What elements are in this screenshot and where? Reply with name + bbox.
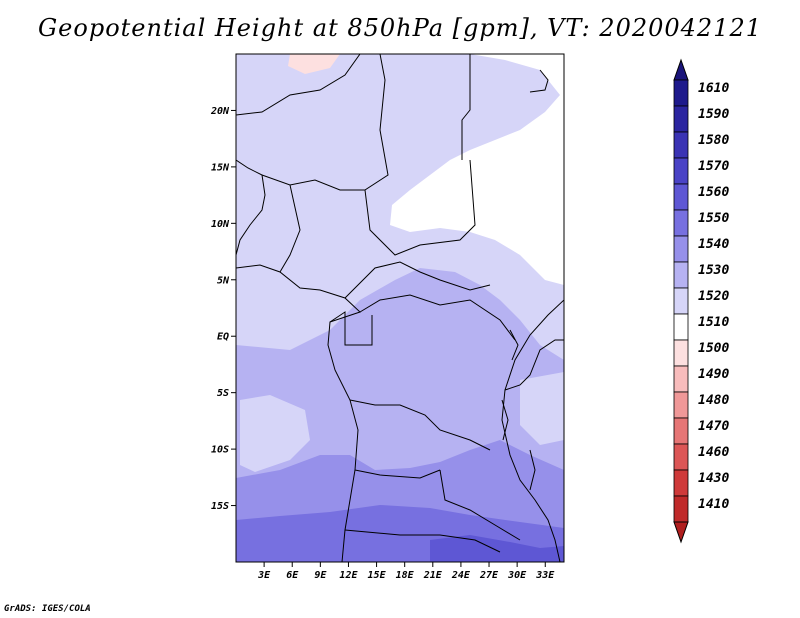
coastline-east-africa bbox=[501, 299, 564, 562]
contour-1520-east bbox=[520, 372, 564, 445]
colorbar-swatch bbox=[673, 235, 689, 263]
longitude-axis: 3E 6E 9E 12E 15E 18E 21E 24E 27E 30E 33E bbox=[257, 562, 555, 581]
colorbar-swatch bbox=[673, 443, 689, 471]
contour-1510-ne bbox=[390, 54, 564, 285]
contour-1560 bbox=[430, 535, 564, 562]
coastline-gulf-guinea bbox=[236, 264, 361, 562]
lon-tick-label: 27E bbox=[479, 570, 499, 581]
colorbar-swatch bbox=[673, 261, 689, 289]
lon-tick-label: 6E bbox=[286, 570, 299, 581]
colorbar-swatch bbox=[673, 183, 689, 211]
colorbar-label: 1490 bbox=[698, 367, 729, 382]
colorbar-swatch bbox=[673, 391, 689, 419]
colorbar-label: 1500 bbox=[698, 341, 729, 356]
border-lake-region bbox=[504, 339, 564, 391]
border-south bbox=[344, 529, 501, 553]
colorbar-label: 1410 bbox=[698, 497, 729, 512]
lat-tick-label: 5N bbox=[217, 275, 230, 286]
colorbar-swatch bbox=[673, 157, 689, 185]
colorbar-label: 1520 bbox=[698, 289, 729, 304]
border-north-1 bbox=[236, 54, 361, 116]
colorbar-label: 1430 bbox=[698, 471, 729, 486]
lat-tick-label: 10S bbox=[211, 445, 229, 456]
lon-tick-label: 33E bbox=[535, 570, 555, 581]
lat-tick-label: 10N bbox=[211, 219, 230, 230]
contour-fill bbox=[236, 54, 564, 562]
credit-text: GrADS: IGES/COLA bbox=[4, 604, 91, 614]
lat-tick-label: EQ bbox=[217, 332, 229, 343]
lake-tanganyika bbox=[501, 399, 509, 441]
plot-frame bbox=[235, 53, 565, 563]
border-drc-north bbox=[359, 294, 516, 341]
lake-malawi bbox=[529, 449, 536, 491]
border-zambia bbox=[439, 469, 521, 541]
border-angola-namibia bbox=[354, 469, 441, 479]
coastline-west-africa bbox=[236, 159, 266, 256]
colorbar-swatch bbox=[673, 313, 689, 341]
lon-tick-label: 9E bbox=[314, 570, 327, 581]
lat-tick-label: 5S bbox=[217, 388, 229, 399]
colorbar-swatch bbox=[673, 287, 689, 315]
colorbar-label: 1460 bbox=[698, 445, 729, 460]
border-car bbox=[344, 261, 491, 299]
lon-tick-label: 30E bbox=[507, 570, 527, 581]
lon-tick-label: 18E bbox=[396, 570, 415, 581]
lat-tick-label: 20N bbox=[210, 106, 230, 117]
colorbar-label: 1530 bbox=[698, 263, 729, 278]
lat-tick-label: 15N bbox=[211, 162, 230, 173]
border-sudan-libya bbox=[461, 54, 471, 160]
colorbar-swatch bbox=[673, 495, 689, 523]
colorbar-swatch bbox=[673, 209, 689, 237]
colorbar-label: 1470 bbox=[698, 419, 729, 434]
lon-tick-label: 12E bbox=[339, 570, 358, 581]
latitude-axis: 20N 15N 10N 5N EQ 5S 10S 15S bbox=[210, 106, 236, 512]
lat-tick-label: 15S bbox=[211, 501, 229, 512]
colorbar-label: 1510 bbox=[698, 315, 729, 330]
colorbar-swatch bbox=[673, 339, 689, 367]
lake-victoria bbox=[509, 329, 519, 361]
colorbar-swatch bbox=[673, 79, 689, 107]
colorbar-label: 1540 bbox=[698, 237, 729, 252]
colorbar-label: 1480 bbox=[698, 393, 729, 408]
lon-tick-label: 15E bbox=[368, 570, 387, 581]
colorbar-swatch bbox=[673, 131, 689, 159]
colorbar-label: 1580 bbox=[698, 133, 729, 148]
border-angola-drc bbox=[349, 399, 491, 451]
map-boundaries bbox=[236, 54, 564, 562]
lon-tick-label: 21E bbox=[423, 570, 443, 581]
colorbar: 1610 1590 1580 1570 1560 1550 1540 1530 1520 1510… bbox=[673, 58, 729, 544]
border-sahel bbox=[261, 174, 365, 191]
colorbar-swatch bbox=[673, 365, 689, 393]
plot-title: Geopotential Height at 850hPa [gpm], VT:… bbox=[38, 14, 762, 42]
colorbar-bottom-arrow bbox=[673, 521, 689, 544]
contour-1500-patch bbox=[288, 54, 340, 74]
colorbar-label: 1550 bbox=[698, 211, 729, 226]
colorbar-label: 1610 bbox=[698, 81, 729, 96]
colorbar-top-arrow bbox=[673, 58, 689, 81]
colorbar-swatch bbox=[673, 469, 689, 497]
colorbar-label: 1590 bbox=[698, 107, 729, 122]
border-chad-niger bbox=[364, 54, 476, 256]
colorbar-swatch bbox=[673, 417, 689, 445]
colorbar-label: 1560 bbox=[698, 185, 729, 200]
coast-sinai bbox=[529, 69, 549, 93]
border-nigeria-west bbox=[279, 184, 301, 273]
border-gabon bbox=[329, 311, 373, 346]
lon-tick-label: 3E bbox=[257, 570, 271, 581]
colorbar-label: 1570 bbox=[698, 159, 729, 174]
contour-1520-west bbox=[240, 395, 310, 472]
colorbar-swatch bbox=[673, 105, 689, 133]
lon-tick-label: 24E bbox=[451, 570, 471, 581]
